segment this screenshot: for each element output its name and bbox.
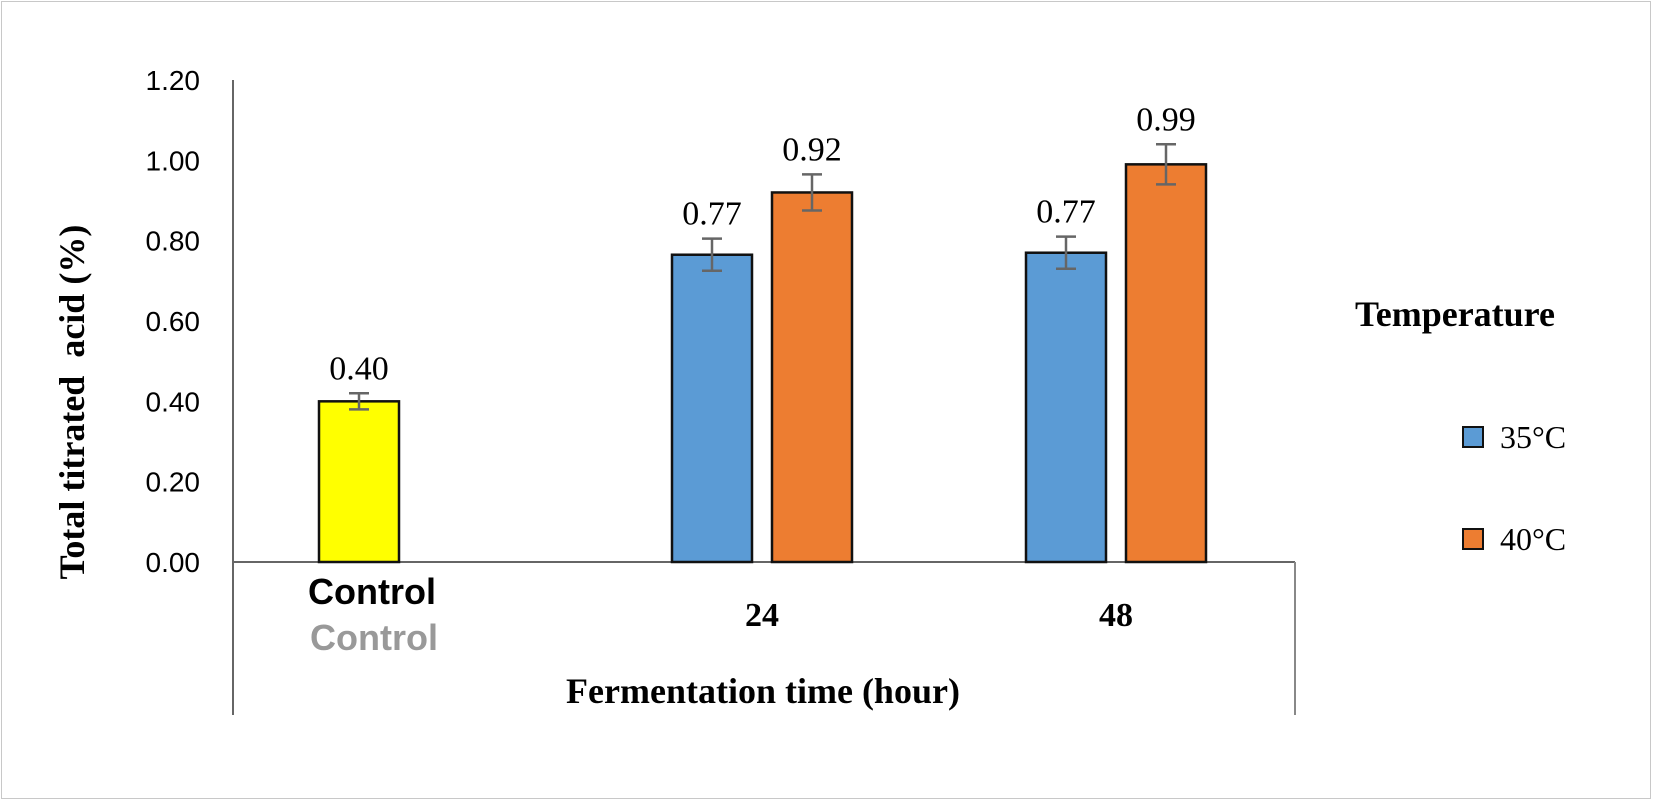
x-tick-label: 48 xyxy=(1099,597,1133,634)
x-axis-label: Fermentation time (hour) xyxy=(566,671,960,711)
y-tick-label: 1.20 xyxy=(146,65,201,96)
x-tick-label-control-shadow: Control xyxy=(310,617,438,658)
y-tick-label: 0.60 xyxy=(146,306,201,337)
legend-swatch xyxy=(1462,528,1484,550)
data-label: 0.92 xyxy=(782,131,842,168)
y-tick-label: 0.40 xyxy=(146,386,201,417)
data-label: 0.77 xyxy=(682,196,742,233)
legend: Temperature 35°C 40°C xyxy=(1355,294,1566,557)
x-tick-labels: Control Control 24 48 xyxy=(308,571,1133,658)
bar xyxy=(670,253,754,564)
y-axis-label: Total titrated acid (%) xyxy=(52,225,92,580)
legend-label: 35°C xyxy=(1500,419,1566,455)
bar xyxy=(1024,251,1108,564)
y-tick-label: 1.00 xyxy=(146,145,201,176)
x-tick-label: 24 xyxy=(745,597,779,634)
x-tick-label-control: Control xyxy=(308,571,436,612)
bar xyxy=(770,191,854,564)
legend-title: Temperature xyxy=(1355,294,1555,334)
data-label: 0.40 xyxy=(329,350,389,387)
bar xyxy=(317,400,401,564)
y-ticks: 0.00 0.20 0.40 0.60 0.80 1.00 1.20 xyxy=(146,65,201,578)
data-label: 0.99 xyxy=(1136,101,1196,138)
data-label: 0.77 xyxy=(1036,194,1096,231)
bar xyxy=(1124,163,1208,564)
axes xyxy=(232,80,1296,715)
y-tick-label: 0.80 xyxy=(146,226,201,257)
y-tick-label: 0.00 xyxy=(146,547,201,578)
y-tick-label: 0.20 xyxy=(146,467,201,498)
bars: 0.40 0.77 0.77 0.92 0.99 xyxy=(317,101,1208,564)
legend-label: 40°C xyxy=(1500,521,1566,557)
legend-swatch xyxy=(1462,426,1484,448)
